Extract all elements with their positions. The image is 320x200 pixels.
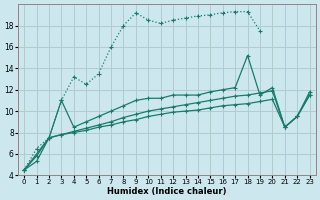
X-axis label: Humidex (Indice chaleur): Humidex (Indice chaleur) [107,187,227,196]
